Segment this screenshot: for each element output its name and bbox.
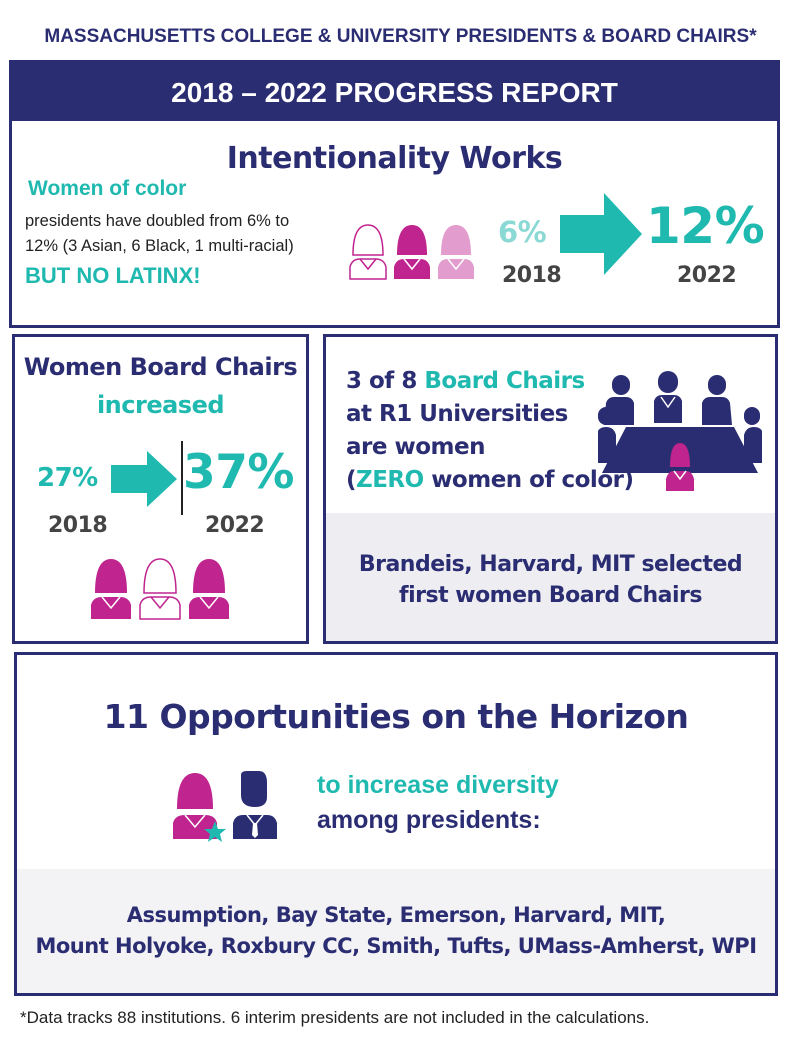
paren-open: (	[346, 467, 357, 493]
no-latinx-alert: BUT NO LATINX!	[25, 263, 201, 288]
women-of-color-label: Women of color	[28, 177, 187, 200]
r1-footer-band	[326, 513, 775, 641]
women-of-color-icons	[349, 224, 474, 280]
r1-panel: 3 of 8 Board Chairs at R1 Universities a…	[323, 334, 778, 644]
year-2018: 2018	[502, 263, 562, 288]
year-2022: 2022	[677, 263, 737, 288]
r1-count: 3 of 8	[346, 368, 417, 394]
woman-outline-icon	[139, 558, 181, 620]
board-pct-2018: 27%	[37, 463, 98, 493]
pct-2018: 6%	[498, 215, 547, 249]
woman-outline-icon	[349, 224, 387, 280]
r1-statement: 3 of 8 Board Chairs at R1 Universities a…	[346, 365, 634, 497]
woman-magenta-icon	[189, 559, 229, 619]
paren-rest: women of color)	[431, 467, 634, 493]
man-navy-icon	[233, 771, 277, 839]
opportunities-list-band	[17, 869, 775, 993]
footnote: *Data tracks 88 institutions. 6 interim …	[20, 1008, 650, 1027]
zero-highlight: ZERO	[356, 467, 424, 493]
r1-line-1: 3 of 8 Board Chairs	[346, 365, 633, 398]
r1-line-3: are women	[346, 434, 485, 460]
description-line-1: presidents have doubled from 6% to	[25, 212, 290, 230]
banner-title: 2018 – 2022 PROGRESS REPORT	[9, 60, 780, 120]
opportunities-title: 11 Opportunities on the Horizon	[103, 697, 689, 736]
board-year-2018: 2018	[48, 513, 108, 538]
r1-line-4: (ZERO women of color)	[346, 464, 634, 497]
board-pct-2022: 37%	[183, 445, 295, 500]
woman-magenta-icon	[394, 225, 430, 279]
r1-highlight: Board Chairs	[424, 368, 585, 394]
opportunities-list: Assumption, Bay State, Emerson, Harvard,…	[17, 900, 775, 962]
board-year-2022: 2022	[205, 513, 265, 538]
opportunities-list-line-2: Mount Holyoke, Roxbury CC, Smith, Tufts,…	[35, 934, 757, 958]
women-of-color-description: presidents have doubled from 6% to 12% (…	[25, 209, 355, 259]
woman-magenta-icon	[173, 773, 217, 839]
board-chairs-panel: Women Board Chairs increased 27% 37% 201…	[12, 334, 309, 644]
opportunities-panel: 11 Opportunities on the Horizon to incre…	[14, 652, 778, 996]
arrow-right-icon	[111, 451, 177, 507]
star-icon	[204, 821, 226, 842]
woman-magenta-icon	[91, 559, 131, 619]
board-chair-women-icons	[91, 558, 229, 620]
super-title: MASSACHUSETTS COLLEGE & UNIVERSITY PRESI…	[44, 26, 757, 47]
r1-firsts-line-1: Brandeis, Harvard, MIT selected	[358, 552, 743, 577]
president-candidates-icons	[173, 771, 277, 842]
board-chairs-title: Women Board Chairs	[23, 353, 298, 381]
board-chairs-subtitle: increased	[96, 391, 225, 419]
arrow-right-icon	[560, 193, 642, 275]
r1-firsts: Brandeis, Harvard, MIT selected first wo…	[326, 549, 775, 611]
opportunities-list-line-1: Assumption, Bay State, Emerson, Harvard,…	[126, 903, 666, 927]
boardroom-icon	[598, 371, 762, 491]
opportunities-line-1: to increase diversity	[317, 771, 559, 799]
description-line-2: 12% (3 Asian, 6 Black, 1 multi-racial)	[25, 237, 294, 255]
intentionality-title: Intentionality Works	[226, 141, 563, 176]
woman-pink-icon	[438, 225, 474, 279]
pct-2022: 12%	[646, 197, 765, 255]
opportunities-line-2: among presidents:	[317, 806, 541, 834]
r1-firsts-line-2: first women Board Chairs	[399, 583, 702, 608]
divider	[181, 441, 183, 515]
intentionality-panel: Intentionality Works Women of color pres…	[9, 118, 780, 328]
r1-line-2: at R1 Universities	[346, 401, 568, 427]
